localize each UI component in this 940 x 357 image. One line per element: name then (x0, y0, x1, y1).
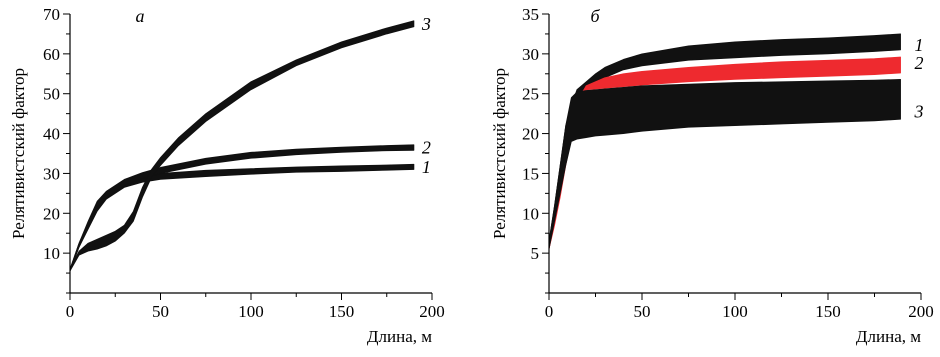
series-label-1: 1 (915, 35, 924, 55)
y-tick-label: 30 (522, 45, 539, 64)
x-tick-label: 50 (152, 302, 169, 321)
chart-panel-b: 0 50 100 150 200 5 10 15 20 25 30 35 Длина, м Релятив… (490, 5, 934, 346)
x-tick-label: 100 (722, 302, 748, 321)
series-label-1: 1 (422, 157, 431, 177)
series-band-3 (69, 20, 415, 272)
y-tick-label: 30 (43, 164, 60, 183)
series-label-3: 3 (914, 101, 924, 121)
y-tick-label: 20 (43, 204, 60, 223)
x-tick-label: 0 (66, 302, 75, 321)
panel-letter: б (590, 6, 600, 26)
series-band-2 (69, 144, 415, 272)
y-tick-label: 50 (43, 85, 60, 104)
x-tick-label: 50 (634, 302, 651, 321)
x-tick-label: 0 (545, 302, 554, 321)
x-tick-label: 200 (908, 302, 934, 321)
x-axis-title: Длина, м (856, 327, 921, 346)
y-tick-label: 15 (522, 164, 539, 183)
y-tick-label: 10 (43, 244, 60, 263)
series-band-1 (69, 163, 415, 272)
series-label-2: 2 (915, 53, 924, 73)
x-tick-label: 150 (329, 302, 355, 321)
y-axis-title: Релятивистский фактор (490, 68, 509, 239)
x-tick-label: 200 (419, 302, 445, 321)
y-tick-label: 5 (531, 244, 540, 263)
series-band-3 (548, 78, 901, 250)
panel-letter: а (136, 6, 145, 26)
series-label-2: 2 (422, 138, 431, 158)
y-axis-title: Релятивистский фактор (9, 68, 28, 239)
y-tick-label: 40 (43, 125, 60, 144)
y-tick-label: 10 (522, 204, 539, 223)
y-tick-label: 20 (522, 125, 539, 144)
y-tick-label: 70 (43, 5, 60, 24)
x-tick-label: 150 (815, 302, 841, 321)
series-label-3: 3 (421, 14, 431, 34)
y-tick-label: 35 (522, 5, 539, 24)
chart-panel-a: 0 50 100 150 200 10 20 30 40 50 60 70 Длина, м Реляти… (9, 5, 445, 346)
y-tick-label: 60 (43, 45, 60, 64)
y-tick-label: 25 (522, 85, 539, 104)
x-axis-title: Длина, м (367, 327, 432, 346)
x-tick-label: 100 (238, 302, 264, 321)
